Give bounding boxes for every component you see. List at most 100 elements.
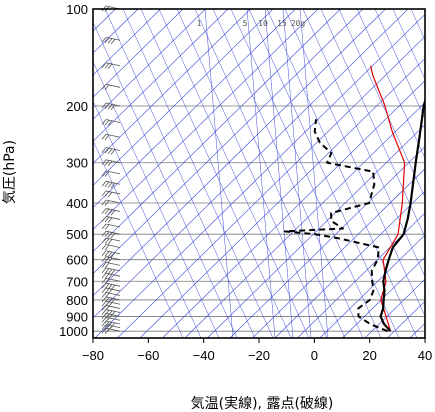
adiabat-line	[140, 9, 292, 338]
wind-barb-flag	[104, 262, 110, 269]
isotherm-line	[93, 9, 319, 230]
y-tick-label: 600	[66, 253, 88, 268]
wind-barb-flag	[104, 191, 110, 197]
wind-barb	[101, 159, 121, 167]
y-tick-label: 200	[66, 99, 88, 114]
wind-barb-flag	[101, 62, 107, 68]
adiabat-line	[93, 61, 220, 338]
wind-barb-flag	[104, 181, 110, 188]
wind-barb-flag	[107, 209, 113, 215]
wind-barb-flag	[110, 298, 116, 305]
isotherm-line	[93, 9, 296, 208]
isotherm-line	[93, 9, 409, 319]
wind-barb-flag	[107, 321, 113, 328]
wind-barb-flag	[110, 284, 116, 291]
y-tick-label: 300	[66, 156, 88, 171]
adiabat-line	[392, 9, 425, 80]
wind-barb-staff	[105, 83, 121, 88]
wind-barb-flag	[107, 148, 113, 154]
isotherm-line	[93, 9, 274, 186]
x-tick-label: 0	[311, 348, 318, 363]
adiabat-line	[320, 9, 425, 238]
wind-barb-flag	[110, 38, 116, 45]
wind-barb-flag	[107, 63, 113, 70]
wind-barb-flag	[101, 36, 107, 43]
wind-barb	[101, 327, 121, 335]
isotherm-line	[93, 9, 161, 76]
wind-barb-staff	[105, 170, 121, 175]
x-axis-title: 気温(実線), 露点(破線)	[191, 396, 334, 412]
isotherm-line	[342, 256, 425, 338]
y-tick-label: 100	[66, 2, 88, 17]
wind-barb-flag	[107, 274, 113, 280]
wind-barb-flag	[104, 160, 110, 166]
wind-barb-staff	[105, 237, 121, 242]
x-tick-label: −60	[137, 348, 159, 363]
wind-barb-flag	[107, 238, 113, 245]
wind-barb-flag	[104, 268, 110, 274]
wind-barb	[101, 102, 121, 111]
wind-barb-flag	[107, 182, 113, 188]
wind-barb-flag	[104, 257, 110, 263]
mixing-ratio-label: 10	[258, 19, 268, 28]
wind-barb-staff	[105, 282, 121, 287]
x-tick-label: −20	[248, 348, 270, 363]
wind-barb-flag	[101, 181, 107, 187]
mixing-ratio-label: 20g	[291, 19, 306, 28]
dewpoint-line	[283, 119, 389, 333]
wind-barb-flag	[104, 224, 110, 230]
adiabat-line	[302, 9, 425, 278]
adiabat-line	[93, 100, 202, 338]
wind-barb	[101, 216, 121, 223]
isotherm-line	[252, 168, 425, 338]
wind-barb-flag	[101, 199, 107, 206]
adiabat-line	[429, 9, 435, 338]
wind-barb-flag	[101, 133, 107, 140]
wind-barb	[101, 119, 121, 126]
wind-barb-flag	[104, 119, 110, 126]
wind-barb	[101, 180, 121, 189]
wind-barb-staff	[105, 327, 121, 332]
mixing-ratio-line	[246, 9, 276, 338]
skewed-isotherms	[93, 9, 435, 338]
wind-barb	[101, 83, 121, 91]
y-tick-label: 500	[66, 227, 88, 242]
y-tick-label: 800	[66, 293, 88, 308]
wind-barb-flag	[101, 262, 107, 268]
isotherm-line	[93, 9, 341, 253]
wind-barb-flag	[104, 309, 110, 316]
wind-barb-flag	[104, 328, 110, 335]
wind-barb-flag	[107, 310, 113, 316]
wind-barb	[101, 62, 121, 70]
x-tick-label: −80	[82, 348, 104, 363]
wind-barb-flag	[101, 327, 107, 334]
isotherm-line	[162, 80, 425, 338]
wind-barb-flag	[101, 244, 107, 250]
wind-barb-staff	[105, 102, 121, 107]
wind-barb-flag	[101, 119, 107, 125]
wind-barb-flag	[110, 182, 116, 189]
wind-barb-flag	[101, 216, 107, 222]
y-tick-label: 900	[66, 309, 88, 324]
wind-barb-staff	[105, 190, 121, 195]
wind-barb	[101, 36, 121, 45]
wind-barbs	[101, 5, 121, 335]
wind-barb-flag	[110, 269, 116, 275]
wind-barb	[101, 244, 121, 251]
wind-barb-staff	[105, 216, 121, 220]
wind-barb-staff	[105, 267, 121, 272]
wind-barb	[101, 292, 121, 299]
wind-barb-staff	[105, 313, 121, 317]
adiabat-line	[284, 9, 425, 317]
isotherm-line	[117, 36, 425, 338]
wind-barb-flag	[101, 278, 107, 284]
wind-barb-flag	[101, 102, 107, 109]
wind-barb	[101, 324, 121, 332]
y-axis-title: 気圧(hPa)	[2, 140, 18, 204]
wind-barb-flag	[104, 171, 110, 177]
wind-barb-flag	[104, 231, 110, 238]
wind-barb	[101, 133, 121, 141]
adiabat-line	[230, 9, 382, 338]
wind-barb-staff	[105, 324, 121, 329]
